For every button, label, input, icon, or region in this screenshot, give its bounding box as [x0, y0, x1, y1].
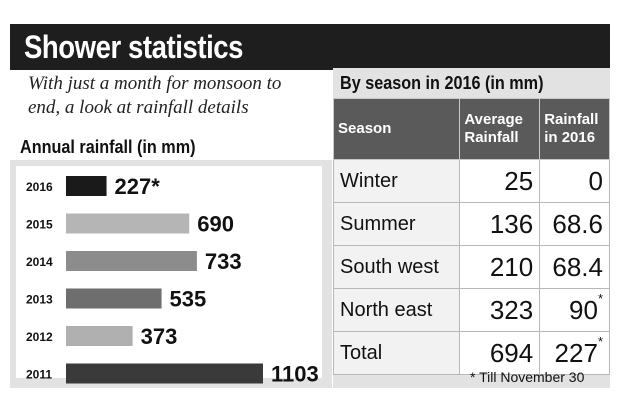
table-row: South west 210 68.4 [332, 245, 610, 289]
rainfall-value: 90 [569, 294, 598, 325]
season-table-title: By season in 2016 (in mm) [340, 73, 544, 93]
rainfall-value: 0 [588, 165, 603, 196]
value-label-2012: 373 [141, 324, 178, 349]
bar-2015 [66, 213, 190, 234]
average-cell: 323 [459, 288, 541, 332]
season-cell: Total [332, 331, 461, 375]
value-label-2016: 227* [115, 174, 161, 199]
average-cell: 694 [459, 331, 541, 375]
season-cell: North east [332, 288, 461, 332]
title-bar [10, 24, 610, 70]
value-label-2015: 690 [197, 212, 234, 237]
average-cell: 210 [459, 245, 541, 289]
rainfall-cell: 0 [539, 159, 610, 203]
table-row: Summer 136 68.6 [332, 202, 610, 246]
year-label-2011: 2011 [26, 368, 52, 382]
bar-2014 [66, 251, 197, 271]
rainfall-cell: 90* [539, 288, 610, 332]
chart-title: Annual rainfall (in mm) [20, 137, 196, 157]
season-table: Season Average Rainfall Rainfall in 2016… [332, 98, 610, 375]
year-label-2014: 2014 [26, 255, 53, 269]
value-label-2013: 535 [170, 287, 207, 312]
year-label-2012: 2012 [26, 330, 53, 344]
average-cell: 25 [459, 159, 541, 203]
header-season: Season [332, 98, 461, 160]
table-row: Total 694 227* [332, 331, 610, 375]
footnote-mark: * [597, 290, 603, 306]
subtitle: With just a month for monsoon to end, a … [28, 73, 282, 118]
year-label-2013: 2013 [26, 293, 53, 307]
bar-2012 [66, 326, 133, 346]
footnote: * Till November 30 [470, 369, 585, 385]
bar-2016 [66, 176, 107, 196]
rainfall-value: 227 [554, 337, 598, 368]
rainfall-value: 68.6 [552, 208, 603, 239]
bar-2011 [66, 363, 263, 384]
rainfall-value: 68.4 [552, 251, 603, 282]
season-cell: Winter [332, 159, 461, 203]
header-rainfall: Rainfall in 2016 [539, 98, 610, 160]
average-cell: 136 [459, 202, 541, 246]
table-row: Winter 25 0 [332, 159, 610, 203]
rainfall-cell: 68.6 [539, 202, 610, 246]
rainfall-cell: 68.4 [539, 245, 610, 289]
page-title: Shower statistics [24, 29, 244, 65]
table-row: North east 323 90* [332, 288, 610, 332]
value-label-2011: 1103 [271, 362, 319, 387]
season-cell: South west [332, 245, 461, 289]
header-average: Average Rainfall [459, 98, 541, 160]
table-header-row: Season Average Rainfall Rainfall in 2016 [332, 98, 610, 160]
bar-2013 [66, 288, 162, 309]
rainfall-cell: 227* [539, 331, 610, 375]
value-label-2014: 733 [205, 249, 242, 274]
season-cell: Summer [332, 202, 461, 246]
year-label-2015: 2015 [26, 218, 53, 232]
year-label-2016: 2016 [26, 180, 53, 194]
footnote-mark: * [597, 333, 603, 349]
